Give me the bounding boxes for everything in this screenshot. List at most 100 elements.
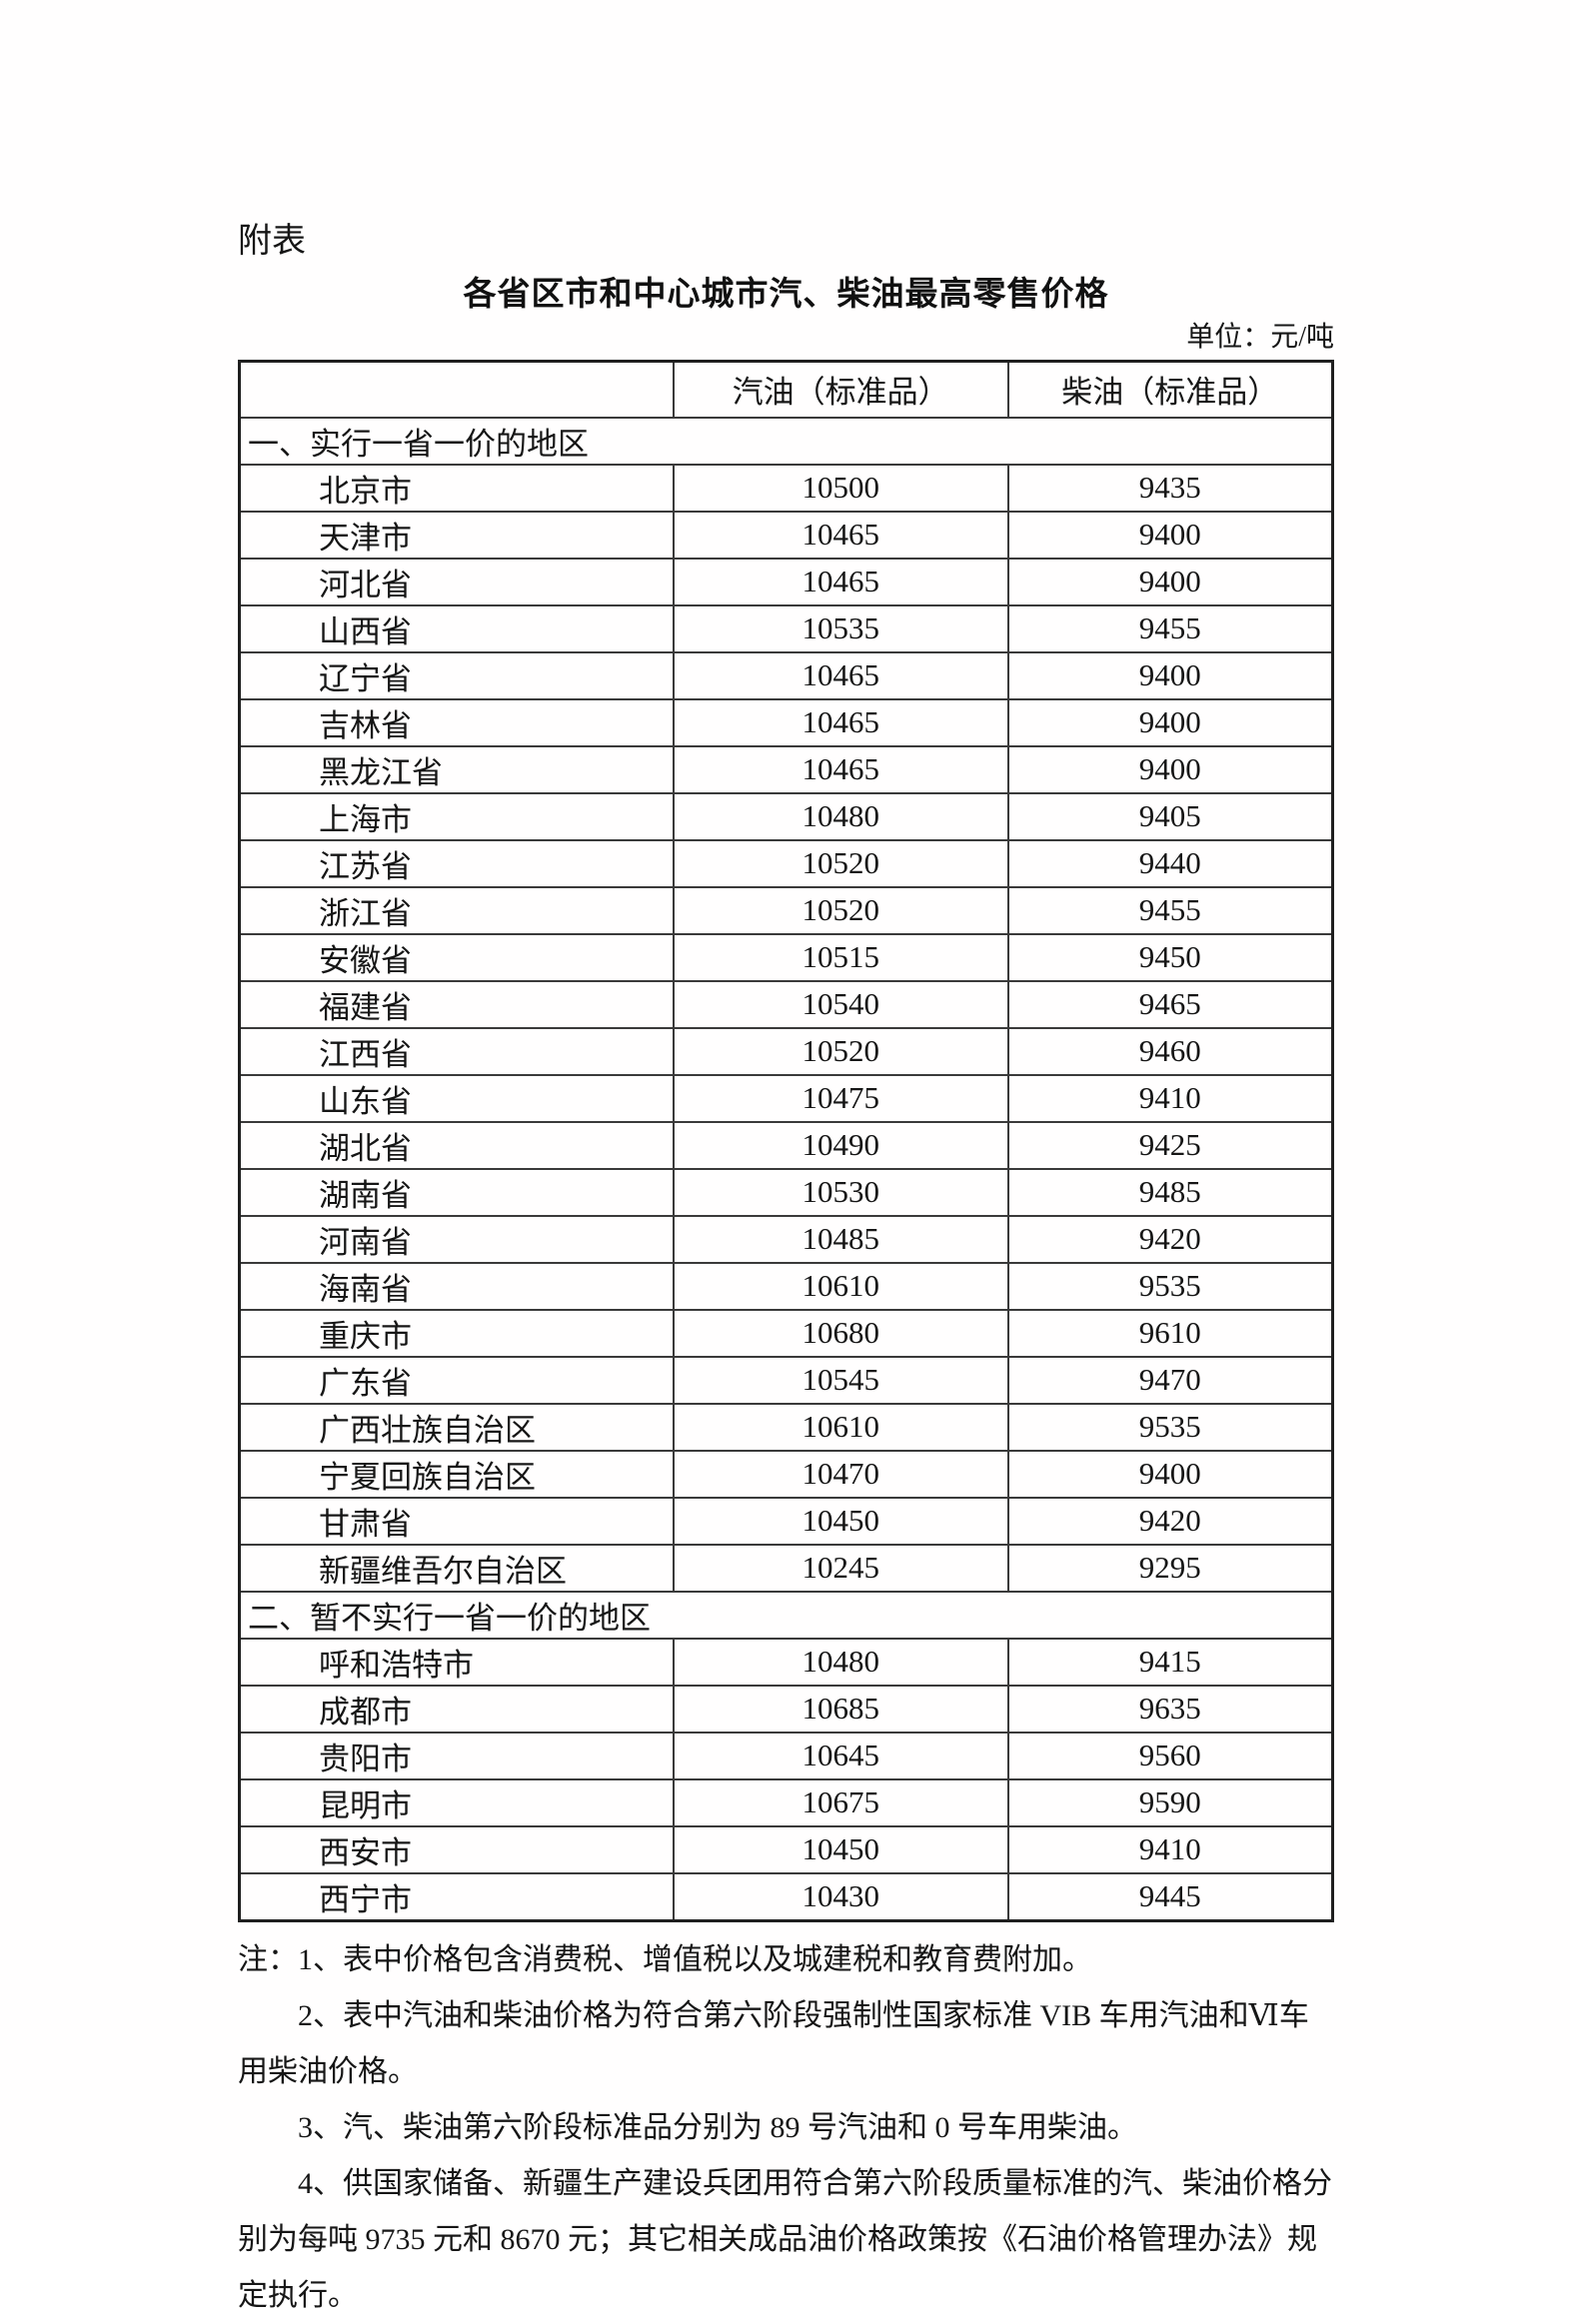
- header-gasoline-cell: 汽油（标准品）: [672, 360, 1009, 419]
- gasoline-price-cell: 10610: [672, 1402, 1009, 1452]
- gasoline-price-cell: 10520: [672, 885, 1009, 935]
- table-row: 广东省 10545 9470: [238, 1355, 1334, 1405]
- table-row: 重庆市 10680 9610: [238, 1308, 1334, 1358]
- region-cell: 西安市: [238, 1824, 675, 1874]
- gasoline-price-cell: 10465: [672, 510, 1009, 560]
- region-cell: 甘肃省: [238, 1496, 675, 1546]
- header-diesel-cell: 柴油（标准品）: [1006, 360, 1334, 419]
- table-row: 甘肃省 10450 9420: [238, 1496, 1334, 1546]
- table-body: 一、实行一省一价的地区 北京市 10500 9435 天津市 10465 9400 河北省 10…: [238, 416, 1334, 1921]
- gasoline-price-cell: 10465: [672, 650, 1009, 700]
- region-cell: 浙江省: [238, 885, 675, 935]
- gasoline-price-cell: 10520: [672, 838, 1009, 888]
- gasoline-price-cell: 10490: [672, 1120, 1009, 1170]
- gasoline-price-cell: 10515: [672, 932, 1009, 982]
- diesel-price-cell: 9535: [1006, 1402, 1334, 1452]
- diesel-price-cell: 9460: [1006, 1026, 1334, 1076]
- region-cell: 河南省: [238, 1214, 675, 1264]
- table-row: 新疆维吾尔自治区 10245 9295: [238, 1543, 1334, 1593]
- table-row: 上海市 10480 9405: [238, 791, 1334, 841]
- region-cell: 昆明市: [238, 1777, 675, 1827]
- table-row: 广西壮族自治区 10610 9535: [238, 1402, 1334, 1452]
- diesel-price-cell: 9400: [1006, 1449, 1334, 1499]
- region-cell: 广西壮族自治区: [238, 1402, 675, 1452]
- diesel-price-cell: 9410: [1006, 1073, 1334, 1123]
- table-row: 河南省 10485 9420: [238, 1214, 1334, 1264]
- table-row: 西安市 10450 9410: [238, 1824, 1334, 1874]
- table-row: 辽宁省 10465 9400: [238, 650, 1334, 700]
- note-text: 1、表中价格包含消费税、增值税以及城建税和教育费附加。: [298, 1942, 1092, 1976]
- table-row: 天津市 10465 9400: [238, 510, 1334, 560]
- diesel-price-cell: 9420: [1006, 1496, 1334, 1546]
- table-row: 湖南省 10530 9485: [238, 1167, 1334, 1217]
- note-item: 3、汽、柴油第六阶段标准品分别为 89 号汽油和 0 号车用柴油。: [298, 2110, 1137, 2144]
- region-cell: 江苏省: [238, 838, 675, 888]
- region-cell: 黑龙江省: [238, 744, 675, 794]
- gasoline-price-cell: 10480: [672, 791, 1009, 841]
- region-cell: 辽宁省: [238, 650, 675, 700]
- gasoline-price-cell: 10430: [672, 1871, 1009, 1921]
- region-cell: 湖北省: [238, 1120, 675, 1170]
- table-row: 吉林省 10465 9400: [238, 697, 1334, 747]
- gasoline-price-cell: 10450: [672, 1496, 1009, 1546]
- gasoline-price-cell: 10520: [672, 1026, 1009, 1076]
- table-row: 安徽省 10515 9450: [238, 932, 1334, 982]
- region-cell: 福建省: [238, 979, 675, 1029]
- table-row: 贵阳市 10645 9560: [238, 1731, 1334, 1780]
- region-cell: 宁夏回族自治区: [238, 1449, 675, 1499]
- table-row: 山东省 10475 9410: [238, 1073, 1334, 1123]
- table-row: 江苏省 10520 9440: [238, 838, 1334, 888]
- diesel-price-cell: 9610: [1006, 1308, 1334, 1358]
- table-row: 浙江省 10520 9455: [238, 885, 1334, 935]
- gasoline-price-cell: 10645: [672, 1731, 1009, 1780]
- diesel-price-cell: 9535: [1006, 1261, 1334, 1311]
- diesel-price-cell: 9425: [1006, 1120, 1334, 1170]
- region-cell: 重庆市: [238, 1308, 675, 1358]
- gasoline-price-cell: 10530: [672, 1167, 1009, 1217]
- region-cell: 海南省: [238, 1261, 675, 1311]
- table-row: 成都市 10685 9635: [238, 1684, 1334, 1734]
- region-cell: 贵阳市: [238, 1731, 675, 1780]
- gasoline-price-cell: 10465: [672, 744, 1009, 794]
- diesel-price-cell: 9635: [1006, 1684, 1334, 1734]
- diesel-price-cell: 9450: [1006, 932, 1334, 982]
- diesel-price-cell: 9455: [1006, 885, 1334, 935]
- region-cell: 广东省: [238, 1355, 675, 1405]
- region-cell: 湖南省: [238, 1167, 675, 1217]
- region-cell: 山西省: [238, 603, 675, 653]
- gasoline-price-cell: 10545: [672, 1355, 1009, 1405]
- table-row: 昆明市 10675 9590: [238, 1777, 1334, 1827]
- gasoline-price-cell: 10465: [672, 697, 1009, 747]
- note-item: 4、供国家储备、新疆生产建设兵团用符合第六阶段质量标准的汽、柴油价格分别为每吨 …: [238, 2166, 1332, 2312]
- diesel-price-cell: 9485: [1006, 1167, 1334, 1217]
- table-row: 黑龙江省 10465 9400: [238, 744, 1334, 794]
- gasoline-price-cell: 10675: [672, 1777, 1009, 1827]
- table-row: 海南省 10610 9535: [238, 1261, 1334, 1311]
- region-cell: 吉林省: [238, 697, 675, 747]
- diesel-price-cell: 9590: [1006, 1777, 1334, 1827]
- diesel-price-cell: 9440: [1006, 838, 1334, 888]
- table-row: 山西省 10535 9455: [238, 603, 1334, 653]
- diesel-price-cell: 9410: [1006, 1824, 1334, 1874]
- region-cell: 西宁市: [238, 1871, 675, 1921]
- table-row: 北京市 10500 9435: [238, 463, 1334, 513]
- table-row: 湖北省 10490 9425: [238, 1120, 1334, 1170]
- note-item: 注：1、表中价格包含消费税、增值税以及城建税和教育费附加。: [238, 1932, 1334, 1988]
- diesel-price-cell: 9445: [1006, 1871, 1334, 1921]
- diesel-price-cell: 9415: [1006, 1637, 1334, 1687]
- notes-section: 注：1、表中价格包含消费税、增值税以及城建税和教育费附加。 2、表中汽油和柴油价…: [238, 1932, 1334, 2324]
- region-cell: 呼和浩特市: [238, 1637, 675, 1687]
- diesel-price-cell: 9465: [1006, 979, 1334, 1029]
- region-cell: 安徽省: [238, 932, 675, 982]
- table-header: 汽油（标准品） 柴油（标准品）: [238, 360, 1334, 419]
- table-row: 西宁市 10430 9445: [238, 1871, 1334, 1921]
- attachment-label: 附表: [238, 223, 306, 260]
- diesel-price-cell: 9295: [1006, 1543, 1334, 1593]
- region-cell: 新疆维吾尔自治区: [238, 1543, 675, 1593]
- gasoline-price-cell: 10535: [672, 603, 1009, 653]
- diesel-price-cell: 9435: [1006, 463, 1334, 513]
- page-title: 各省区市和中心城市汽、柴油最高零售价格: [463, 274, 1109, 313]
- table-row: 河北省 10465 9400: [238, 557, 1334, 606]
- diesel-price-cell: 9400: [1006, 557, 1334, 606]
- diesel-price-cell: 9560: [1006, 1731, 1334, 1780]
